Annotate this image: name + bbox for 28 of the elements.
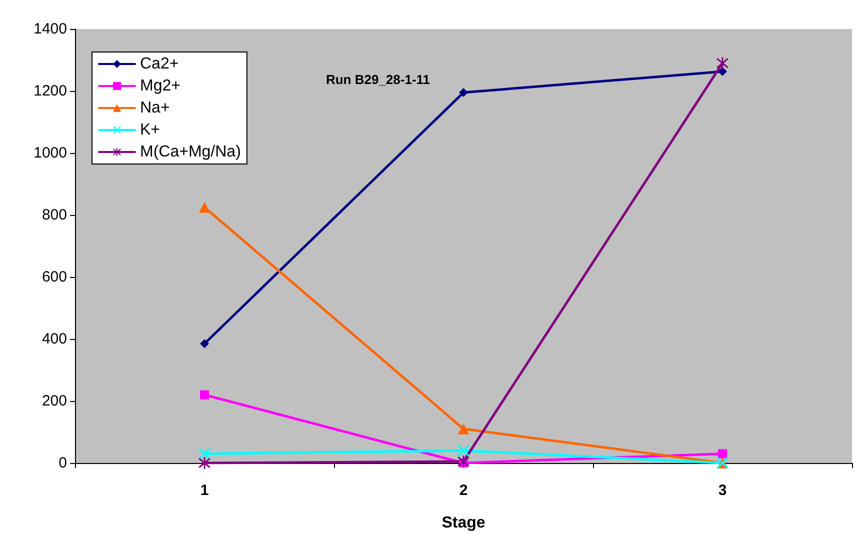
- x-axis-title: Stage: [442, 514, 486, 532]
- legend-label: Ca2+: [140, 56, 179, 72]
- point: [458, 423, 469, 434]
- y-tick-label: 600: [42, 268, 67, 286]
- point: [199, 202, 210, 213]
- legend-label: Mg2+: [140, 78, 180, 94]
- text: Run B29_28-1-11: [326, 72, 430, 87]
- point: [200, 390, 209, 400]
- point: [459, 88, 468, 98]
- point: [200, 339, 209, 348]
- y-tick-label: 1000: [34, 144, 67, 162]
- legend-label: K+: [140, 122, 160, 138]
- x-tick-label: 3: [718, 482, 727, 499]
- legend-label: Na+: [140, 100, 170, 116]
- y-tick-label: 1400: [34, 20, 67, 38]
- point: [198, 448, 210, 460]
- x-tick-label: 1: [200, 482, 209, 499]
- point: [458, 455, 470, 468]
- y-tick-label: 1200: [34, 82, 67, 100]
- y-tick-label: 200: [42, 392, 67, 410]
- point: [718, 449, 727, 458]
- y-tick-label: 800: [42, 206, 67, 224]
- y-tick-label: 0: [58, 454, 67, 472]
- y-tick-label: 400: [42, 330, 67, 348]
- x-tick-label: 2: [459, 482, 468, 499]
- point: [458, 444, 470, 457]
- point: [718, 66, 727, 76]
- legend-label: M(Ca+Mg/Na): [140, 144, 241, 160]
